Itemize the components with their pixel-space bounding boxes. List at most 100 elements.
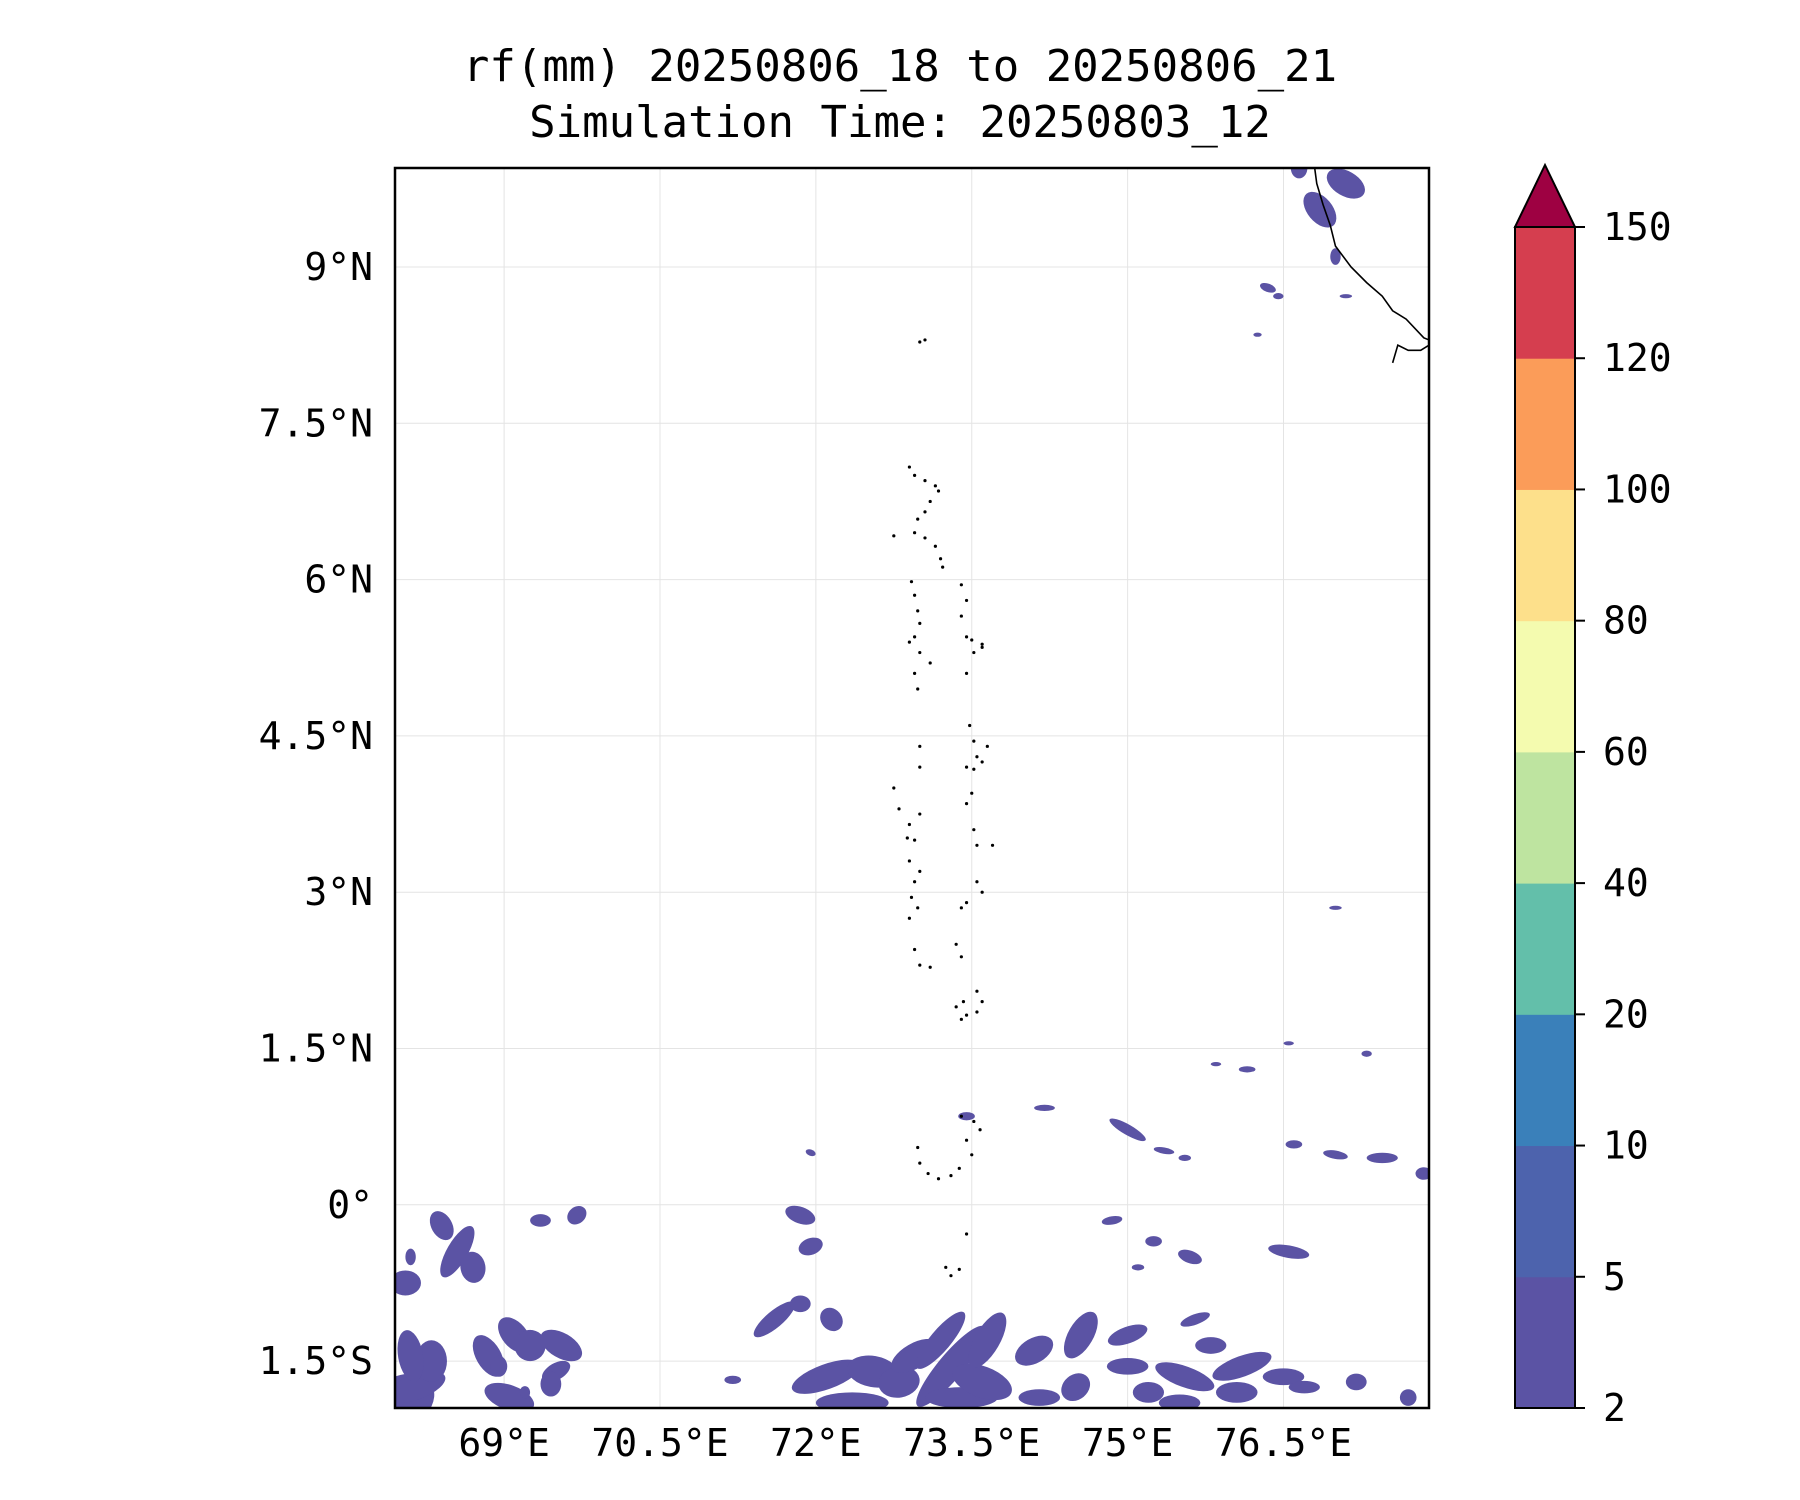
rain-patch <box>724 1375 742 1385</box>
island <box>964 671 969 675</box>
rain-patch <box>1259 282 1276 293</box>
rain-patch <box>567 1205 587 1225</box>
island <box>959 906 963 910</box>
island <box>907 859 912 863</box>
lat-tick-label: 0° <box>327 1183 373 1227</box>
island <box>954 942 958 946</box>
island <box>941 565 945 569</box>
island <box>975 880 979 884</box>
island <box>980 760 984 764</box>
rain-patch <box>460 1251 486 1283</box>
island <box>938 557 943 561</box>
lat-tick: 0° <box>327 1183 373 1227</box>
island <box>970 791 974 795</box>
rain-patch <box>1323 1150 1348 1160</box>
island <box>916 517 920 521</box>
island <box>907 916 912 920</box>
lat-tick-label: 4.5°N <box>259 714 373 758</box>
rain-patch <box>415 1340 447 1382</box>
island <box>909 580 914 584</box>
rain-patch <box>540 1329 583 1362</box>
rain-patch <box>1253 332 1262 337</box>
island <box>964 1013 969 1017</box>
rain-patch <box>1345 1373 1367 1391</box>
island <box>912 880 917 884</box>
lon-tick-label: 72°E <box>770 1421 862 1465</box>
rain-patch <box>1131 1264 1145 1271</box>
colorbar-tick-label: 80 <box>1603 599 1649 643</box>
colorbar-segment <box>1515 620 1575 753</box>
coastline-india <box>1313 168 1429 364</box>
rain-patch <box>1268 1244 1310 1259</box>
island <box>964 635 969 639</box>
island <box>972 1119 976 1124</box>
island <box>980 1000 984 1004</box>
colorbar-tick-label: 100 <box>1603 467 1672 511</box>
island <box>926 1171 930 1176</box>
island <box>918 1161 922 1165</box>
rain-patch <box>1326 168 1365 199</box>
colorbar-tick-label: 40 <box>1603 861 1649 905</box>
lon-tick-label: 73.5°E <box>903 1421 1040 1465</box>
island <box>912 947 917 952</box>
lat-tick-label: 1.5°N <box>259 1027 373 1071</box>
lon-tick-label: 70.5°E <box>591 1421 728 1465</box>
island <box>964 802 969 806</box>
rain-patch <box>1132 1381 1165 1403</box>
island <box>980 890 984 894</box>
rain-patch <box>429 1211 454 1241</box>
island <box>912 671 917 675</box>
island <box>923 510 927 514</box>
colorbar-segment <box>1515 1145 1575 1278</box>
rain-patch <box>1015 1335 1054 1366</box>
rain-patch <box>1109 1118 1146 1142</box>
island <box>892 534 896 538</box>
rain-patch <box>1018 1389 1061 1406</box>
island <box>907 822 912 827</box>
island <box>918 812 922 816</box>
island <box>959 955 963 959</box>
island <box>907 640 912 644</box>
rain-patch <box>1106 1357 1149 1375</box>
island <box>912 473 917 477</box>
lat-tick: 1.5°S <box>259 1339 373 1383</box>
colorbar-extend-arrow <box>1513 162 1577 228</box>
rain-patch <box>1155 1362 1215 1392</box>
rain-patch <box>1034 1104 1055 1112</box>
lat-tick: 1.5°N <box>259 1027 373 1071</box>
island <box>928 661 932 665</box>
lon-tick: 73.5°E <box>903 1421 1040 1465</box>
island <box>975 843 979 847</box>
island <box>978 1128 982 1132</box>
rain-patch <box>1330 248 1341 265</box>
rain-patch <box>540 1371 562 1397</box>
colorbar-segment <box>1515 883 1575 1015</box>
gridlines <box>395 168 1429 1408</box>
rain-patch <box>1329 905 1342 910</box>
rain-patch <box>440 1225 475 1278</box>
island <box>961 1000 966 1004</box>
rain-patch <box>805 1149 816 1157</box>
map-frame <box>393 166 1431 1410</box>
rain-patch <box>1178 1154 1192 1162</box>
rain-patch <box>789 1295 811 1313</box>
coastlines <box>892 168 1429 1278</box>
colorbar-frame <box>1514 226 1576 1409</box>
island <box>923 338 927 342</box>
rain-patch <box>1215 1381 1258 1403</box>
colorbar-segment <box>1515 1014 1575 1147</box>
island <box>912 635 917 639</box>
island <box>916 1145 920 1150</box>
island <box>975 755 979 759</box>
rain-patch <box>815 1392 889 1408</box>
rain-patch <box>484 1382 535 1408</box>
lon-tick: 69°E <box>458 1421 550 1465</box>
island <box>972 650 976 655</box>
rain-patch <box>1153 1147 1175 1155</box>
island <box>972 767 976 771</box>
island <box>936 489 941 493</box>
colorbar-tick-label: 2 <box>1603 1386 1626 1430</box>
rain-patch <box>405 1248 416 1266</box>
